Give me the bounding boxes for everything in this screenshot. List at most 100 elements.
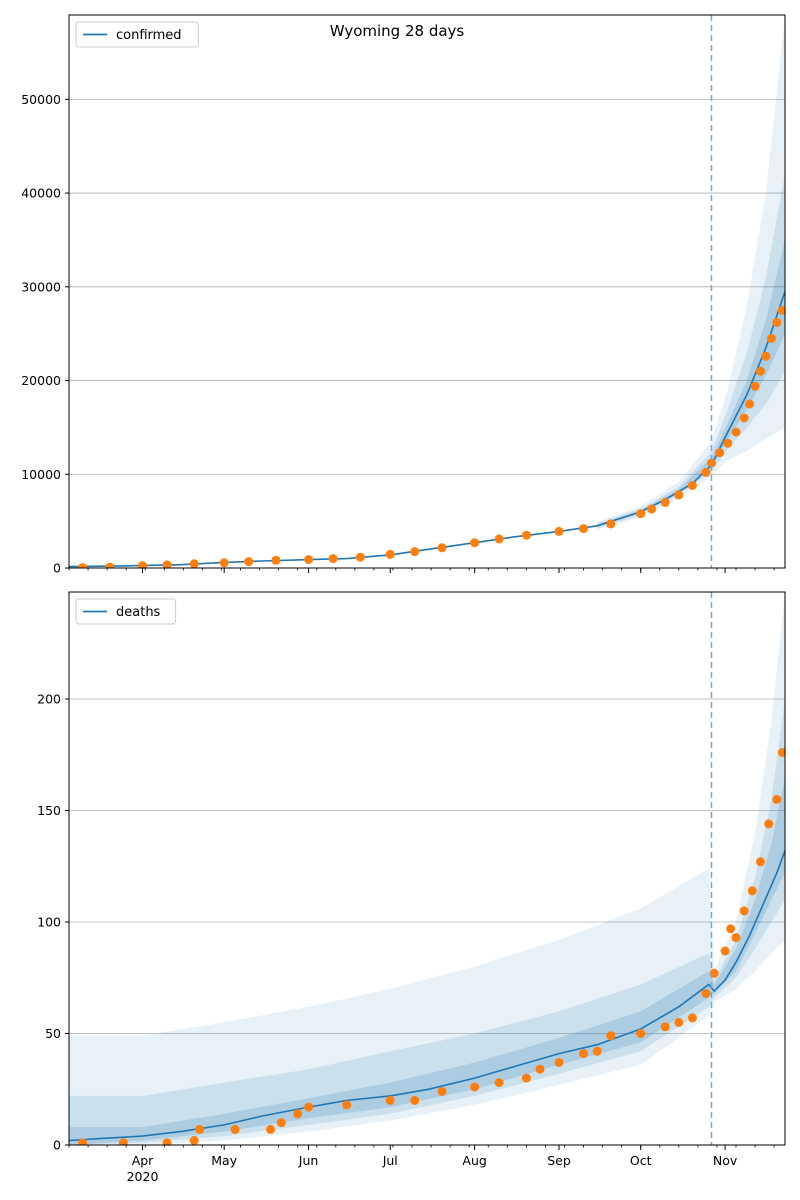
x-tick-label: Jul xyxy=(382,1153,398,1168)
observed-point xyxy=(266,1124,275,1134)
observed-point xyxy=(535,1064,545,1074)
observed-point xyxy=(766,333,776,343)
legend: confirmed xyxy=(75,21,199,48)
legend-label: confirmed xyxy=(116,28,182,43)
observed-point xyxy=(293,1109,303,1119)
y-tick-label: 30000 xyxy=(21,279,61,294)
observed-point xyxy=(189,1136,199,1145)
x-tick-label: Oct xyxy=(630,1153,652,1168)
observed-point xyxy=(410,1095,420,1105)
observed-point xyxy=(118,1138,128,1145)
legend: deaths xyxy=(75,598,177,625)
observed-point xyxy=(772,794,782,804)
x-tick-label: Aug xyxy=(462,1153,486,1168)
y-tick-label: 50000 xyxy=(21,92,61,107)
observed-point xyxy=(304,1102,314,1112)
y-tick-label: 150 xyxy=(37,803,61,818)
y-tick-label: 20000 xyxy=(21,373,61,388)
observed-point xyxy=(777,748,785,757)
observed-point xyxy=(437,1087,447,1096)
y-tick-label: 100 xyxy=(37,915,61,930)
observed-point xyxy=(385,1095,395,1105)
chart-title: Wyoming 28 days xyxy=(330,22,465,40)
legend-box xyxy=(75,598,177,625)
x-tick-label: Apr xyxy=(132,1153,154,1168)
observed-point xyxy=(739,906,749,916)
observed-point xyxy=(777,305,785,315)
observed-point xyxy=(470,1082,480,1092)
observed-point xyxy=(739,413,749,423)
plot-area xyxy=(69,592,785,1145)
observed-point xyxy=(701,988,711,998)
observed-point xyxy=(230,1124,240,1134)
observed-point xyxy=(750,381,760,391)
observed-point xyxy=(554,1058,564,1067)
observed-point xyxy=(606,519,616,529)
x-tick-label: Sep xyxy=(547,1153,571,1168)
observed-point xyxy=(244,557,254,567)
x-tick-label: May xyxy=(211,1153,237,1168)
observed-point xyxy=(138,561,147,568)
uncertainty-band-outer xyxy=(597,15,785,530)
observed-point xyxy=(385,549,395,559)
observed-point xyxy=(355,552,365,562)
observed-point xyxy=(731,427,741,437)
observed-point xyxy=(761,351,771,361)
observed-point xyxy=(660,1022,670,1032)
y-tick-label: 0 xyxy=(53,1138,61,1153)
observed-point xyxy=(78,563,88,568)
observed-point xyxy=(687,481,697,490)
uncertainty-band-middle xyxy=(597,174,785,529)
observed-point xyxy=(707,458,716,468)
observed-point xyxy=(521,530,531,540)
uncertainty-band-middle xyxy=(69,699,785,1145)
observed-point xyxy=(723,438,733,448)
observed-point xyxy=(470,538,480,548)
observed-point xyxy=(606,1031,616,1041)
observed-point xyxy=(726,924,736,934)
observed-point xyxy=(271,555,281,565)
observed-point xyxy=(745,399,755,409)
plot-area xyxy=(69,15,785,568)
y-tick-label: 0 xyxy=(53,561,61,576)
observed-point xyxy=(636,509,646,519)
observed-point xyxy=(410,547,420,557)
observed-point xyxy=(219,558,229,568)
observed-point xyxy=(756,366,765,376)
observed-point xyxy=(189,559,199,568)
observed-point xyxy=(687,1013,697,1023)
y-tick-label: 40000 xyxy=(21,186,61,201)
observed-point xyxy=(715,448,725,458)
observed-point xyxy=(731,933,741,943)
legend-box xyxy=(75,21,199,48)
observed-point xyxy=(105,562,115,568)
model-line xyxy=(69,850,785,1142)
observed-point xyxy=(701,467,711,477)
axes-frame xyxy=(68,14,786,569)
observed-point xyxy=(304,555,314,565)
observed-point xyxy=(660,497,670,507)
observed-point xyxy=(162,560,172,568)
observed-point xyxy=(195,1124,205,1134)
observed-point xyxy=(579,1049,588,1059)
uncertainty-band-inner xyxy=(597,239,785,527)
observed-point xyxy=(764,819,774,829)
confirmed-panel: 0 10000 20000 30000 40000 50000 confirmed Wyomi… xyxy=(21,14,786,576)
observed-point xyxy=(521,1073,531,1083)
observed-point xyxy=(592,1046,602,1056)
observed-point xyxy=(162,1138,172,1145)
observed-point xyxy=(78,1138,88,1145)
observed-point xyxy=(328,554,338,564)
observed-point xyxy=(554,526,564,536)
observed-point xyxy=(756,857,765,867)
x-tick-label: Nov xyxy=(713,1153,738,1168)
observed-point xyxy=(747,886,757,896)
observed-point xyxy=(647,504,657,514)
observed-point xyxy=(636,1029,646,1038)
observed-point xyxy=(437,543,447,553)
legend-label: deaths xyxy=(116,605,161,620)
observed-point xyxy=(342,1100,352,1110)
observed-point xyxy=(674,1017,684,1027)
